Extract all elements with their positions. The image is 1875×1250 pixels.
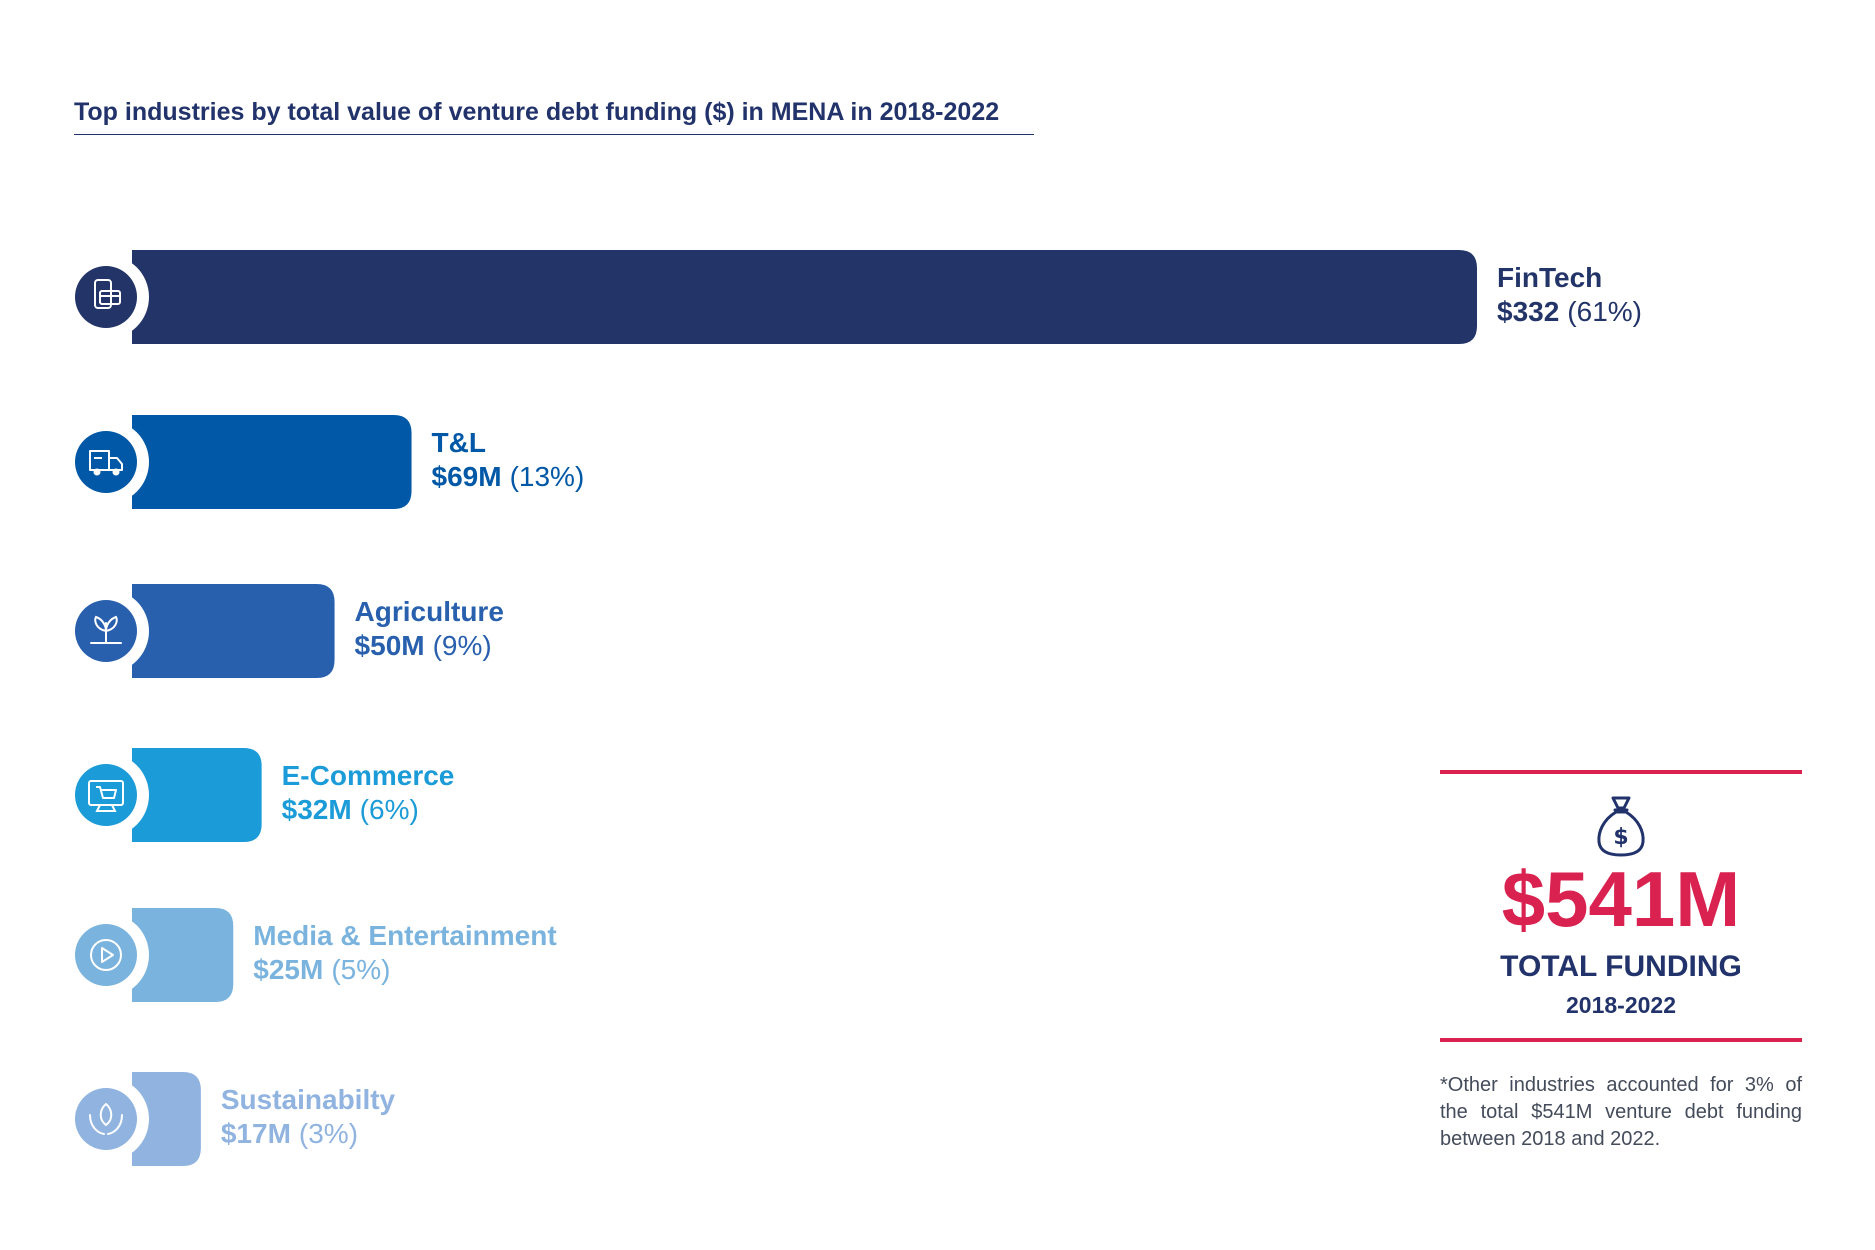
category-label-fintech: FinTech [1497,262,1602,293]
bar-media-and-entertainment [132,908,234,1002]
value-amount-e-commerce: $32M [282,794,352,825]
value-amount-sustainabilty: $17M [221,1118,291,1149]
bar-tandl [132,415,412,509]
value-amount-agriculture: $50M [355,630,425,661]
category-label-e-commerce: E-Commerce [282,760,455,791]
shopping-cart-monitor-icon [75,764,137,826]
value-amount-media-and-entertainment: $25M [253,954,323,985]
bar-sustainabilty [132,1072,201,1166]
value-amount-tandl: $69M [432,461,502,492]
value-label-fintech: $332 (61%) [1497,296,1642,327]
bottom-divider [1440,1038,1802,1042]
value-percent-e-commerce: (6%) [360,794,419,825]
value-label-agriculture: $50M (9%) [355,630,492,661]
value-percent-tandl: (13%) [510,461,585,492]
total-years: 2018-2022 [1566,992,1676,1018]
chart-title: Top industries by total value of venture… [74,98,1000,126]
value-label-media-and-entertainment: $25M (5%) [253,954,390,985]
payment-card-icon [75,266,137,328]
total-amount: $541M [1501,855,1741,943]
total-label: TOTAL FUNDING [1500,950,1742,983]
money-bag-icon: $ [1597,796,1645,857]
play-icon [75,924,137,986]
total-funding-panel: $ $541M TOTAL FUNDING 2018-2022 [1440,770,1802,1042]
category-label-tandl: T&L [432,427,486,458]
footnote: *Other industries accounted for 3% of th… [1440,1074,1802,1150]
svg-text:$: $ [1613,825,1628,850]
value-percent-fintech: (61%) [1567,296,1642,327]
value-label-e-commerce: $32M (6%) [282,794,419,825]
bar-fintech [132,250,1477,344]
value-label-tandl: $69M (13%) [432,461,585,492]
top-divider [1440,770,1802,774]
value-percent-sustainabilty: (3%) [299,1118,358,1149]
value-percent-media-and-entertainment: (5%) [331,954,390,985]
category-label-media-and-entertainment: Media & Entertainment [253,920,556,951]
bar-e-commerce [132,748,262,842]
category-label-sustainabilty: Sustainabilty [221,1084,396,1115]
value-label-sustainabilty: $17M (3%) [221,1118,358,1149]
hands-leaf-icon [75,1088,137,1150]
delivery-truck-icon [75,431,137,493]
value-percent-agriculture: (9%) [433,630,492,661]
plant-icon [75,600,137,662]
value-amount-fintech: $332 [1497,296,1559,327]
title-underline [74,134,1034,135]
bar-agriculture [132,584,335,678]
category-label-agriculture: Agriculture [355,596,504,627]
